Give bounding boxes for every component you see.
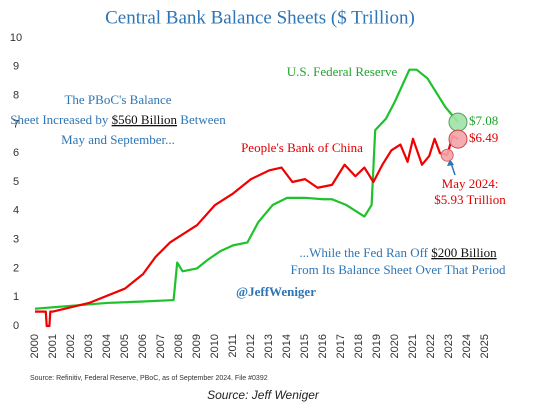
- annotation: Sheet Increased by $560 Billion Between: [10, 112, 226, 127]
- x-tick-label: 2007: [155, 334, 167, 358]
- x-tick-label: 2017: [335, 334, 347, 358]
- highlight-label: $6.49: [469, 130, 498, 145]
- x-tick-label: 2009: [191, 334, 203, 358]
- x-tick-label: 2000: [29, 334, 41, 358]
- x-tick-label: 2005: [119, 334, 131, 358]
- x-tick-label: 2019: [371, 334, 383, 358]
- x-tick-label: 2016: [317, 334, 329, 358]
- arrow-head: [447, 159, 454, 166]
- highlight-marker: [440, 148, 454, 162]
- y-tick-label: 4: [13, 205, 19, 217]
- x-tick-label: 2014: [281, 334, 293, 358]
- x-tick-label: 2006: [137, 334, 149, 358]
- annotation-part: $560 Billion: [112, 112, 178, 127]
- x-tick-label: 2011: [227, 334, 239, 358]
- y-tick-label: 0: [13, 320, 19, 332]
- chart-title: Central Bank Balance Sheets ($ Trillion): [105, 7, 415, 28]
- annotation: People's Bank of China: [241, 140, 363, 155]
- x-tick-label: 2021: [407, 334, 419, 358]
- y-tick-label: 1: [13, 291, 19, 303]
- annotation: @JeffWeniger: [236, 284, 316, 299]
- annotation-part: ...While the Fed Ran Off: [299, 245, 431, 260]
- annotation: $5.93 Trillion: [434, 192, 506, 207]
- annotation-part: People's Bank of China: [241, 140, 363, 155]
- annotation-part: U.S. Federal Reserve: [287, 64, 398, 79]
- x-tick-label: 2025: [479, 334, 491, 358]
- x-tick-label: 2012: [245, 334, 257, 358]
- annotation: The PBoC's Balance: [64, 92, 171, 107]
- x-tick-label: 2015: [299, 334, 311, 358]
- annotation-part: @JeffWeniger: [236, 284, 316, 299]
- annotation-part: Between: [177, 112, 226, 127]
- x-tick-label: 2018: [353, 334, 365, 358]
- highlight-label: $7.08: [469, 113, 498, 128]
- x-tick-label: 2024: [461, 334, 473, 358]
- x-tick-label: 2020: [389, 334, 401, 358]
- footnote: Source: Refinitiv, Federal Reserve, PBoC…: [30, 375, 268, 382]
- y-tick-label: 8: [13, 90, 19, 102]
- annotation-part: $200 Billion: [431, 245, 497, 260]
- series-line: [35, 134, 459, 328]
- y-tick-label: 5: [13, 176, 19, 188]
- annotation-part: Sheet Increased by: [10, 112, 111, 127]
- y-tick-label: 2: [13, 262, 19, 274]
- y-tick-label: 9: [13, 61, 19, 73]
- x-tick-label: 2001: [47, 334, 59, 358]
- annotation: From Its Balance Sheet Over That Period: [291, 262, 506, 277]
- highlight-marker: [448, 112, 468, 132]
- y-tick-label: 7: [13, 118, 19, 130]
- highlight-marker: [448, 129, 468, 149]
- series-line: [34, 68, 459, 310]
- x-tick-label: 2022: [425, 334, 437, 358]
- x-tick-label: 2023: [443, 334, 455, 358]
- caption: Source: Jeff Weniger: [207, 388, 320, 402]
- x-tick-label: 2002: [65, 334, 77, 358]
- annotation: U.S. Federal Reserve: [287, 64, 398, 79]
- y-tick-label: 6: [13, 147, 19, 159]
- annotation-part: May 2024:: [442, 176, 499, 191]
- x-tick-label: 2004: [101, 334, 113, 358]
- annotation: May and September...: [61, 132, 175, 147]
- annotation: ...While the Fed Ran Off $200 Billion: [299, 245, 497, 260]
- y-tick-label: 10: [10, 32, 22, 44]
- annotation-part: From Its Balance Sheet Over That Period: [291, 262, 506, 277]
- annotation: May 2024:: [442, 176, 499, 191]
- annotation-part: $5.93 Trillion: [434, 192, 506, 207]
- annotation-part: The PBoC's Balance: [64, 92, 171, 107]
- x-tick-label: 2003: [83, 334, 95, 358]
- x-tick-label: 2008: [173, 334, 185, 358]
- annotation-part: May and September...: [61, 132, 175, 147]
- x-tick-label: 2010: [209, 334, 221, 358]
- y-tick-label: 3: [13, 234, 19, 246]
- x-tick-label: 2013: [263, 334, 275, 358]
